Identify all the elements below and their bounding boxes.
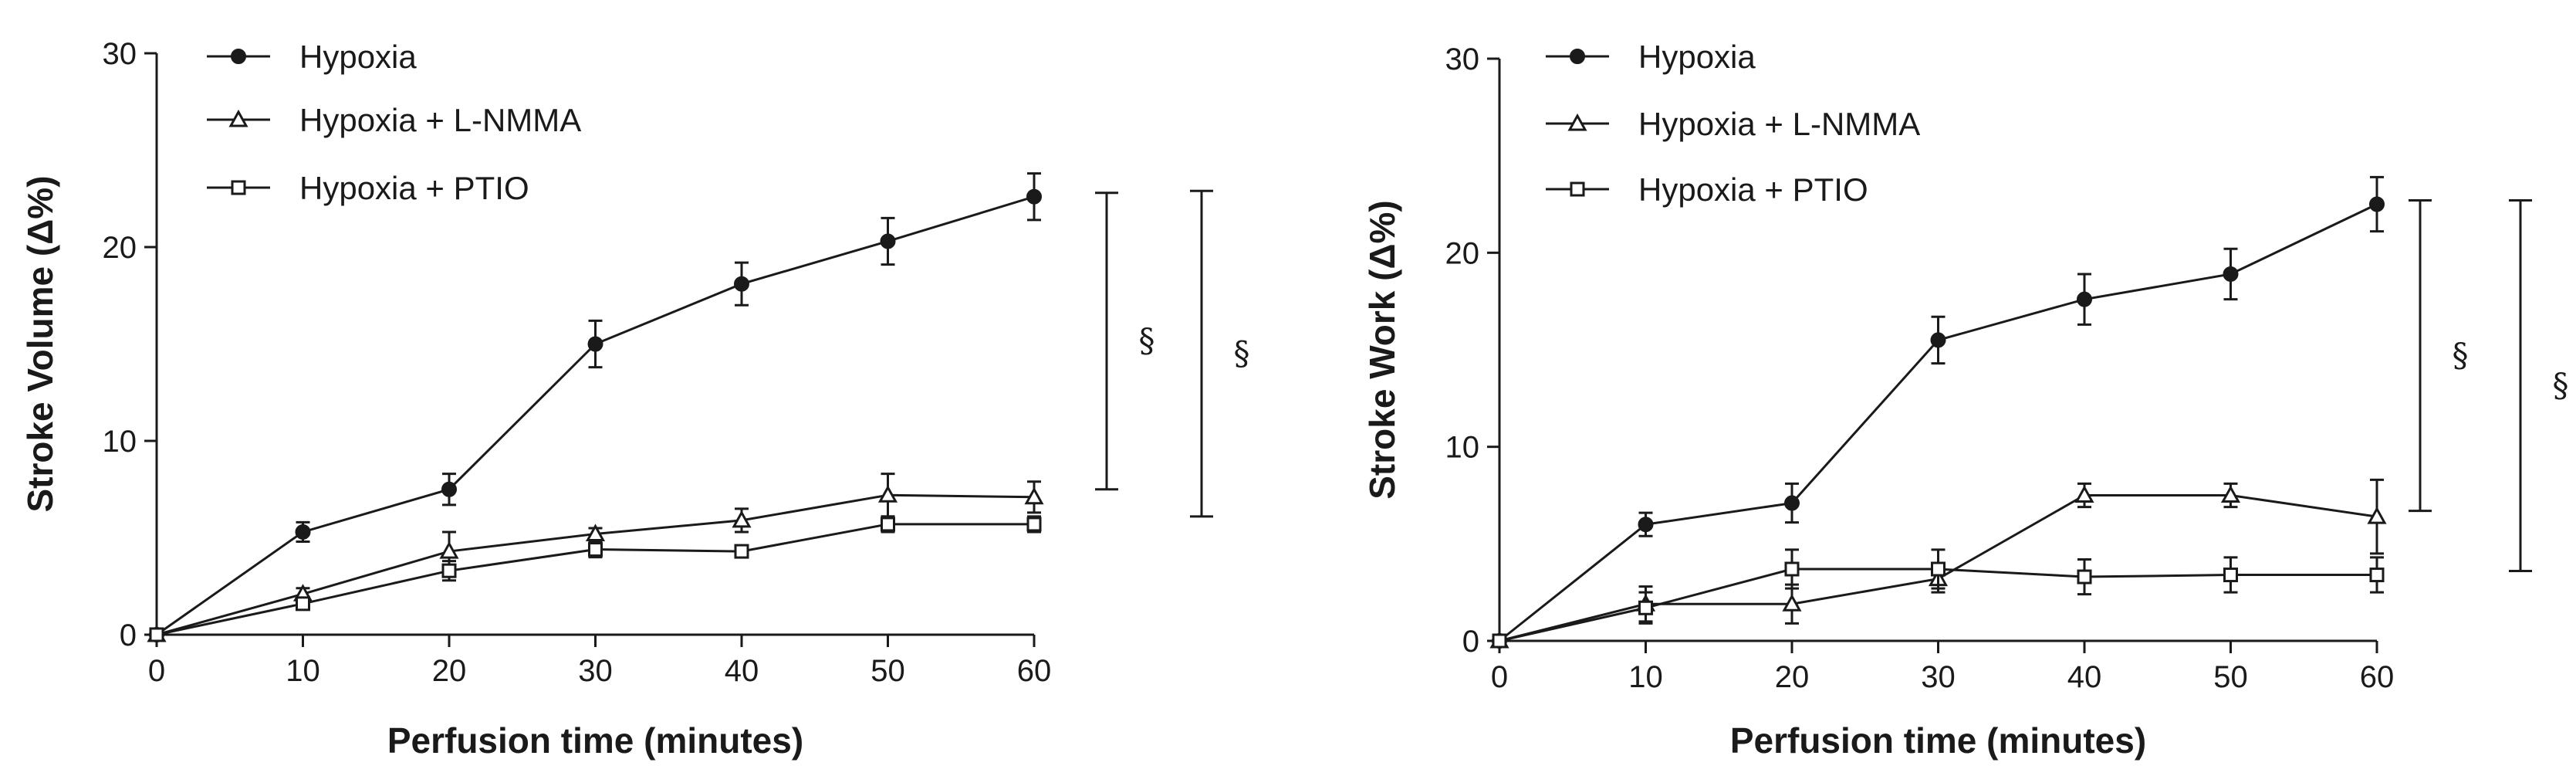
legend-entry: Hypoxia + PTIO <box>207 170 529 206</box>
data-point <box>2220 485 2241 503</box>
x-tick-label: 60 <box>2360 660 2395 694</box>
significance-bracket: § <box>2409 198 2469 513</box>
data-point <box>1784 561 1800 577</box>
y-tick-label: 10 <box>1445 431 1480 465</box>
y-tick-label: 30 <box>1445 42 1480 76</box>
x-tick-label: 0 <box>148 654 165 688</box>
data-point <box>1492 633 1507 649</box>
y-tick-label: 0 <box>1462 625 1479 659</box>
legend-label: Hypoxia <box>1638 39 1756 75</box>
x-axis-title: Perfusion time (minutes) <box>387 720 803 761</box>
x-tick-label: 10 <box>286 654 320 688</box>
data-point <box>1784 495 1800 511</box>
x-tick-label: 50 <box>2213 660 2248 694</box>
data-point <box>880 233 896 249</box>
data-point <box>441 563 457 578</box>
data-point <box>1024 486 1044 505</box>
x-tick-label: 10 <box>1628 660 1663 694</box>
data-point <box>1638 600 1653 615</box>
legend-label: Hypoxia + L-NMMA <box>1638 106 1920 142</box>
x-tick-label: 40 <box>2067 660 2102 694</box>
series-square <box>1492 548 2385 649</box>
x-tick-label: 40 <box>725 654 759 688</box>
data-point <box>1638 517 1654 533</box>
chart-panel-1: 0 10 20 30 0 10 20 30 40 50 60 Perfusion time (minu… <box>20 37 1250 761</box>
data-point <box>881 517 895 532</box>
y-tick-label: 30 <box>103 37 137 71</box>
legend-entry: Hypoxia + L-NMMA <box>1546 106 1920 142</box>
legend-marker <box>231 180 246 195</box>
data-point <box>1931 561 1946 577</box>
legend-marker <box>231 49 246 64</box>
legend-entry: Hypoxia + PTIO <box>1546 171 1868 208</box>
data-point <box>1930 332 1946 348</box>
y-axis-title: Stroke Volume (Δ%) <box>20 175 60 512</box>
data-point <box>439 540 459 559</box>
data-point <box>295 524 311 540</box>
legend-label: Hypoxia <box>299 39 417 75</box>
legend-label: Hypoxia + L-NMMA <box>299 102 581 138</box>
data-point <box>441 481 457 497</box>
x-axis-title: Perfusion time (minutes) <box>1730 720 2146 761</box>
legend-marker <box>228 109 248 127</box>
y-tick-label: 10 <box>103 425 137 459</box>
legend-label: Hypoxia + PTIO <box>299 170 529 206</box>
data-point <box>1026 188 1042 205</box>
data-point <box>1026 517 1042 532</box>
data-point <box>2074 485 2094 503</box>
data-point <box>732 510 752 528</box>
significance-label: § <box>2453 337 2469 374</box>
data-point <box>2369 196 2385 212</box>
data-point <box>588 542 603 557</box>
series-circle <box>149 172 1042 642</box>
significance-bracket: § <box>1095 191 1155 491</box>
legend-label: Hypoxia + PTIO <box>1638 171 1868 208</box>
x-tick-label: 30 <box>578 654 613 688</box>
data-point <box>2369 568 2385 583</box>
y-tick-label: 0 <box>120 618 137 652</box>
data-point <box>585 524 606 541</box>
x-tick-label: 60 <box>1017 654 1052 688</box>
x-tick-label: 0 <box>1491 660 1508 694</box>
data-point <box>2077 569 2092 585</box>
legend-marker <box>1567 113 1587 131</box>
series-line <box>156 493 1035 636</box>
significance-bracket: § <box>1190 189 1250 518</box>
data-point <box>2077 291 2092 307</box>
data-point <box>1782 594 1802 612</box>
data-point <box>2367 507 2387 524</box>
x-tick-label: 30 <box>1921 660 1956 694</box>
data-point <box>877 485 898 503</box>
data-point <box>587 336 603 352</box>
x-tick-label: 20 <box>432 654 467 688</box>
legend-entry: Hypoxia + L-NMMA <box>207 102 581 138</box>
chart-panel-2: 0 10 20 30 0 10 20 30 40 50 60 Perfusion time (minu… <box>1362 39 2569 761</box>
legend-marker <box>1570 181 1585 197</box>
y-tick-label: 20 <box>1445 236 1480 270</box>
data-point <box>296 596 310 612</box>
data-point <box>2223 266 2239 282</box>
significance-label: § <box>1139 322 1155 360</box>
legend-entry: Hypoxia <box>1546 39 1756 75</box>
data-point <box>149 627 164 642</box>
x-tick-label: 50 <box>870 654 905 688</box>
significance-label: § <box>2553 366 2569 404</box>
data-point <box>734 544 749 559</box>
data-point <box>2223 568 2238 583</box>
y-axis-title: Stroke Work (Δ%) <box>1362 200 1402 500</box>
data-point <box>734 276 749 292</box>
x-tick-label: 20 <box>1775 660 1810 694</box>
legend-entry: Hypoxia <box>207 39 417 75</box>
legend-marker <box>1570 49 1585 64</box>
significance-bracket: § <box>2509 198 2569 573</box>
significance-label: § <box>1234 334 1250 372</box>
y-tick-label: 20 <box>103 231 137 265</box>
series-line <box>156 195 1035 636</box>
series-square <box>149 515 1042 642</box>
